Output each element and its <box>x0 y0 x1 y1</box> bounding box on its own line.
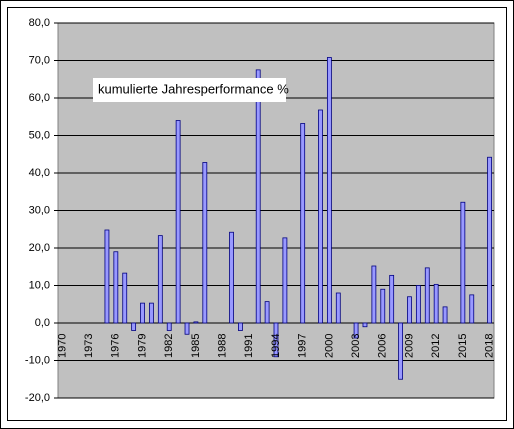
bar <box>193 321 199 324</box>
x-tick-label: 1976 <box>110 334 122 358</box>
x-tick-label: 1973 <box>83 334 95 358</box>
y-tick-label: 40,0 <box>29 167 50 179</box>
bar <box>433 283 439 324</box>
x-tick-label: 1997 <box>297 334 309 358</box>
x-tick-label: 1991 <box>243 334 255 358</box>
bar <box>318 109 323 324</box>
annotation-box <box>93 78 286 102</box>
bar <box>131 322 137 331</box>
bar <box>326 57 332 324</box>
x-tick-label: 1979 <box>136 334 148 358</box>
bar <box>264 301 270 324</box>
bar <box>424 267 430 324</box>
y-tick-label: -20,0 <box>25 392 50 404</box>
x-tick-label: 2012 <box>430 334 442 358</box>
x-tick-label: 1994 <box>270 334 282 358</box>
bar <box>282 237 288 324</box>
x-tick-label: 2000 <box>323 334 335 358</box>
x-tick-label: 2018 <box>483 334 495 358</box>
bar <box>362 322 368 328</box>
annotation: kumulierte Jahresperformance % <box>98 81 289 96</box>
bar <box>255 69 261 324</box>
bar <box>140 302 145 324</box>
bar <box>202 162 208 324</box>
bar <box>238 322 243 331</box>
y-tick-label: -10,0 <box>25 354 50 366</box>
y-tick-label: 80,0 <box>29 17 50 29</box>
x-tick-label: 1982 <box>163 334 175 358</box>
bar <box>398 322 403 380</box>
bar <box>389 274 395 324</box>
x-tick-label: 1970 <box>56 334 68 358</box>
x-tick-label: 2015 <box>457 334 469 358</box>
y-tick-label: 60,0 <box>29 92 50 104</box>
bar <box>166 322 172 331</box>
bar <box>273 322 279 358</box>
bar <box>175 120 181 324</box>
x-tick-label: 1985 <box>190 334 202 358</box>
bar <box>371 265 377 324</box>
bar <box>407 296 412 324</box>
bar <box>104 229 110 324</box>
y-tick-label: 20,0 <box>29 242 50 254</box>
x-tick-label: 2006 <box>377 334 389 358</box>
bar <box>380 288 386 324</box>
bar <box>487 156 492 324</box>
bar <box>122 272 128 324</box>
x-tick-label: 1988 <box>217 334 229 358</box>
bar <box>469 294 475 324</box>
bar <box>184 322 190 335</box>
y-tick-label: 50,0 <box>29 129 50 141</box>
bar <box>335 292 341 324</box>
bar <box>157 235 163 324</box>
bar <box>300 123 306 324</box>
y-tick-label: 70,0 <box>29 54 50 66</box>
y-tick-label: 0,0 <box>35 317 50 329</box>
bar <box>149 302 154 324</box>
x-tick-label: 2009 <box>403 334 415 358</box>
bar <box>353 322 359 339</box>
x-tick-label: 2003 <box>350 334 362 358</box>
bar <box>229 231 234 324</box>
bar <box>415 285 421 324</box>
bar <box>442 306 448 324</box>
bar <box>113 251 119 324</box>
y-tick-label: 10,0 <box>29 279 50 291</box>
y-tick-label: 30,0 <box>29 204 50 216</box>
bar <box>460 201 466 324</box>
